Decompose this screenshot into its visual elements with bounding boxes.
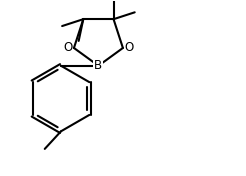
Text: O: O	[125, 42, 134, 54]
Text: B: B	[94, 59, 103, 72]
Text: O: O	[63, 42, 72, 54]
